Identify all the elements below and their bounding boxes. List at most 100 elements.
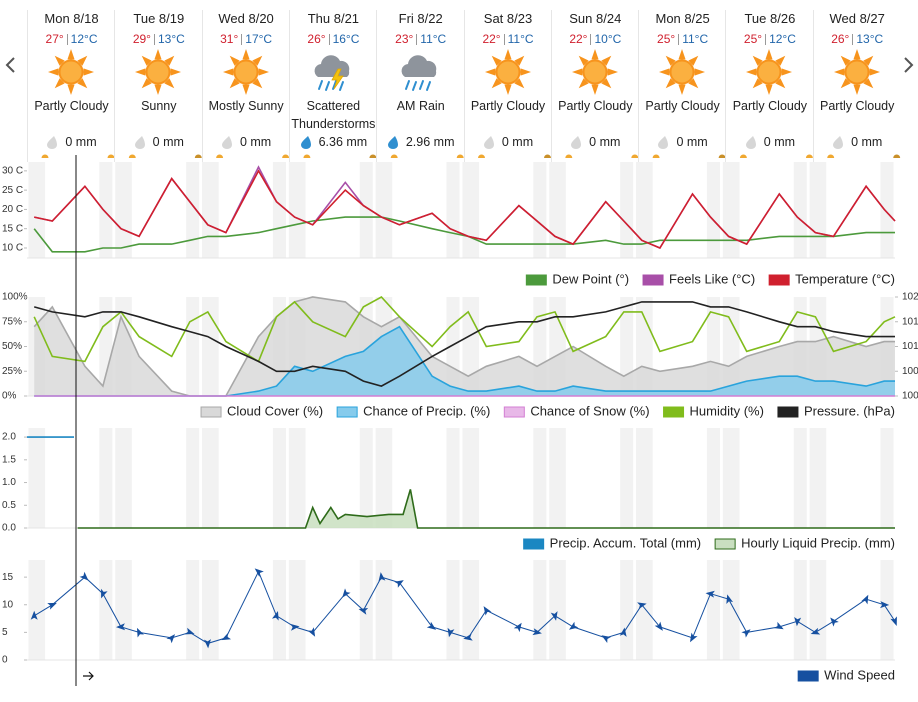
night-band <box>359 428 373 528</box>
day-date: Sat 8/23 <box>483 11 533 26</box>
wind-marker <box>204 639 212 649</box>
separator <box>590 33 592 45</box>
sun-marker <box>718 154 726 158</box>
night-band <box>28 428 46 528</box>
night-band <box>288 560 306 660</box>
wind-marker <box>774 621 784 630</box>
daily-forecast: Mon 8/18 27° 12°C Partly Cloudy 0 mm Tue 8/19… <box>0 0 918 162</box>
precip-amount: 0 mm <box>851 135 883 149</box>
sun-ray <box>746 68 757 76</box>
separator <box>852 33 854 45</box>
weather-icon <box>222 49 269 95</box>
day-date: Mon 8/25 <box>655 11 710 26</box>
low-temp: 17°C <box>245 32 273 46</box>
drop <box>221 136 232 149</box>
wind-marker <box>601 635 611 643</box>
high-temp: 22° <box>569 32 588 46</box>
sun-marker <box>544 154 551 158</box>
sun-marker <box>282 154 290 158</box>
sun-ray <box>659 68 670 76</box>
sun-ray <box>491 78 502 89</box>
wind-marker <box>513 622 522 633</box>
precip-row: 0 mm <box>465 135 552 149</box>
y-tick-label: 0.5 <box>2 500 16 511</box>
night-band <box>186 297 200 396</box>
precip-row: 0 mm <box>639 135 726 149</box>
night-band <box>446 560 460 660</box>
precip-row: 0 mm <box>552 135 639 149</box>
high-temp: 26° <box>307 32 326 46</box>
night-band <box>115 428 132 528</box>
wind-marker <box>30 610 38 620</box>
high-temp: 31° <box>220 32 239 46</box>
sun-disc <box>756 59 782 85</box>
wind-marker <box>394 580 404 588</box>
prev-arrow[interactable] <box>5 57 15 73</box>
precip-amount: 0 mm <box>65 135 97 149</box>
series-line <box>33 301 895 387</box>
legend-swatch <box>768 274 790 286</box>
sun-ray <box>591 84 599 95</box>
separator <box>503 33 505 45</box>
day-column: Fri 8/22 23° 11°C AM Rain 2.96 mm <box>376 10 464 162</box>
wind-marker <box>705 590 715 598</box>
legend-label: Hourly Liquid Precip. (mm) <box>741 535 895 550</box>
legend-swatch <box>797 670 819 682</box>
high-temp: 25° <box>657 32 676 46</box>
sun-ray <box>491 55 502 66</box>
legend-label: Feels Like (°C) <box>669 271 755 286</box>
night-band <box>462 297 480 396</box>
drop-icon <box>483 136 494 149</box>
precip-amount: 0 mm <box>239 135 272 149</box>
night-band <box>446 162 460 258</box>
wind-marker <box>358 607 369 615</box>
night-band <box>793 162 807 258</box>
sun-ray <box>513 55 524 66</box>
sun-marker <box>631 154 639 158</box>
next-arrow[interactable] <box>904 57 914 73</box>
drop <box>833 136 844 149</box>
sun-ray <box>164 55 175 66</box>
day-date: Thu 8/21 <box>307 11 360 26</box>
y-tick-label: 2.0 <box>2 432 16 443</box>
sun-disc <box>233 59 259 85</box>
series-line <box>34 169 896 250</box>
sun-ray <box>840 78 851 89</box>
wind-marker <box>483 606 492 616</box>
y-tick-label: 25% <box>2 366 22 377</box>
sun-disc <box>582 59 608 85</box>
drop-icon <box>221 136 232 149</box>
condition: Scattered Thunderstorms <box>291 99 376 131</box>
weather-icon <box>746 49 793 95</box>
sun-disc <box>495 59 520 85</box>
sun-marker <box>369 154 377 158</box>
sun-ray <box>229 78 240 89</box>
sun-ray <box>164 78 175 89</box>
day-column: Tue 8/19 29° 13°C Sunny 0 mm <box>114 10 202 162</box>
cursor-arrow <box>83 671 94 681</box>
condition: Sunny <box>141 99 177 113</box>
night-band <box>636 560 653 660</box>
legend-swatch <box>642 274 664 286</box>
sun-disc <box>58 59 84 85</box>
precip-row: 6.36 mm <box>290 135 377 149</box>
legend-swatch <box>200 406 222 418</box>
drop-icon <box>571 136 582 149</box>
drop <box>47 136 58 149</box>
night-band <box>880 162 894 258</box>
y2-tick-label: 100 <box>902 391 918 402</box>
y-tick-label: 0 <box>2 655 8 666</box>
precip-row: 2.96 mm <box>377 135 464 149</box>
series-line <box>77 489 895 529</box>
drop <box>745 136 756 149</box>
separator <box>153 33 155 45</box>
night-band <box>549 560 566 660</box>
night-band <box>636 162 653 258</box>
precip-amount: 0 mm <box>501 135 534 149</box>
wind-marker <box>741 629 751 638</box>
day-temps: 29° 13°C <box>115 32 202 46</box>
low-temp: 11°C <box>420 32 447 46</box>
low-temp: 11°C <box>682 32 709 46</box>
